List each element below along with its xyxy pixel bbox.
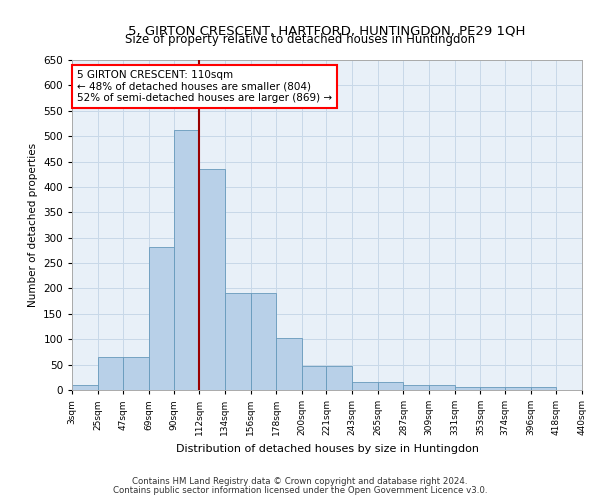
Bar [403, 385, 429, 390]
Bar [276, 338, 302, 390]
Text: Contains public sector information licensed under the Open Government Licence v3: Contains public sector information licen… [113, 486, 487, 495]
Bar [505, 388, 530, 390]
Bar [481, 387, 505, 390]
Text: Size of property relative to detached houses in Huntingdon: Size of property relative to detached ho… [125, 32, 475, 46]
X-axis label: Distribution of detached houses by size in Huntingdon: Distribution of detached houses by size … [176, 444, 479, 454]
Bar [199, 169, 225, 390]
Bar [225, 292, 251, 390]
Text: 5 GIRTON CRESCENT: 110sqm
← 48% of detached houses are smaller (804)
52% of semi: 5 GIRTON CRESCENT: 110sqm ← 48% of detac… [77, 70, 332, 103]
Text: Contains HM Land Registry data © Crown copyright and database right 2024.: Contains HM Land Registry data © Crown c… [132, 477, 468, 486]
Bar [173, 130, 199, 390]
Bar [352, 382, 378, 390]
Bar [455, 387, 481, 390]
Y-axis label: Number of detached properties: Number of detached properties [28, 143, 38, 307]
Bar [149, 247, 173, 390]
Bar [251, 292, 276, 390]
Bar [98, 357, 124, 390]
Bar [429, 385, 455, 390]
Bar [326, 366, 352, 390]
Bar [124, 357, 149, 390]
Bar [302, 366, 326, 390]
Bar [530, 388, 556, 390]
Bar [378, 382, 403, 390]
Title: 5, GIRTON CRESCENT, HARTFORD, HUNTINGDON, PE29 1QH: 5, GIRTON CRESCENT, HARTFORD, HUNTINGDON… [128, 25, 526, 38]
Bar [72, 385, 98, 390]
